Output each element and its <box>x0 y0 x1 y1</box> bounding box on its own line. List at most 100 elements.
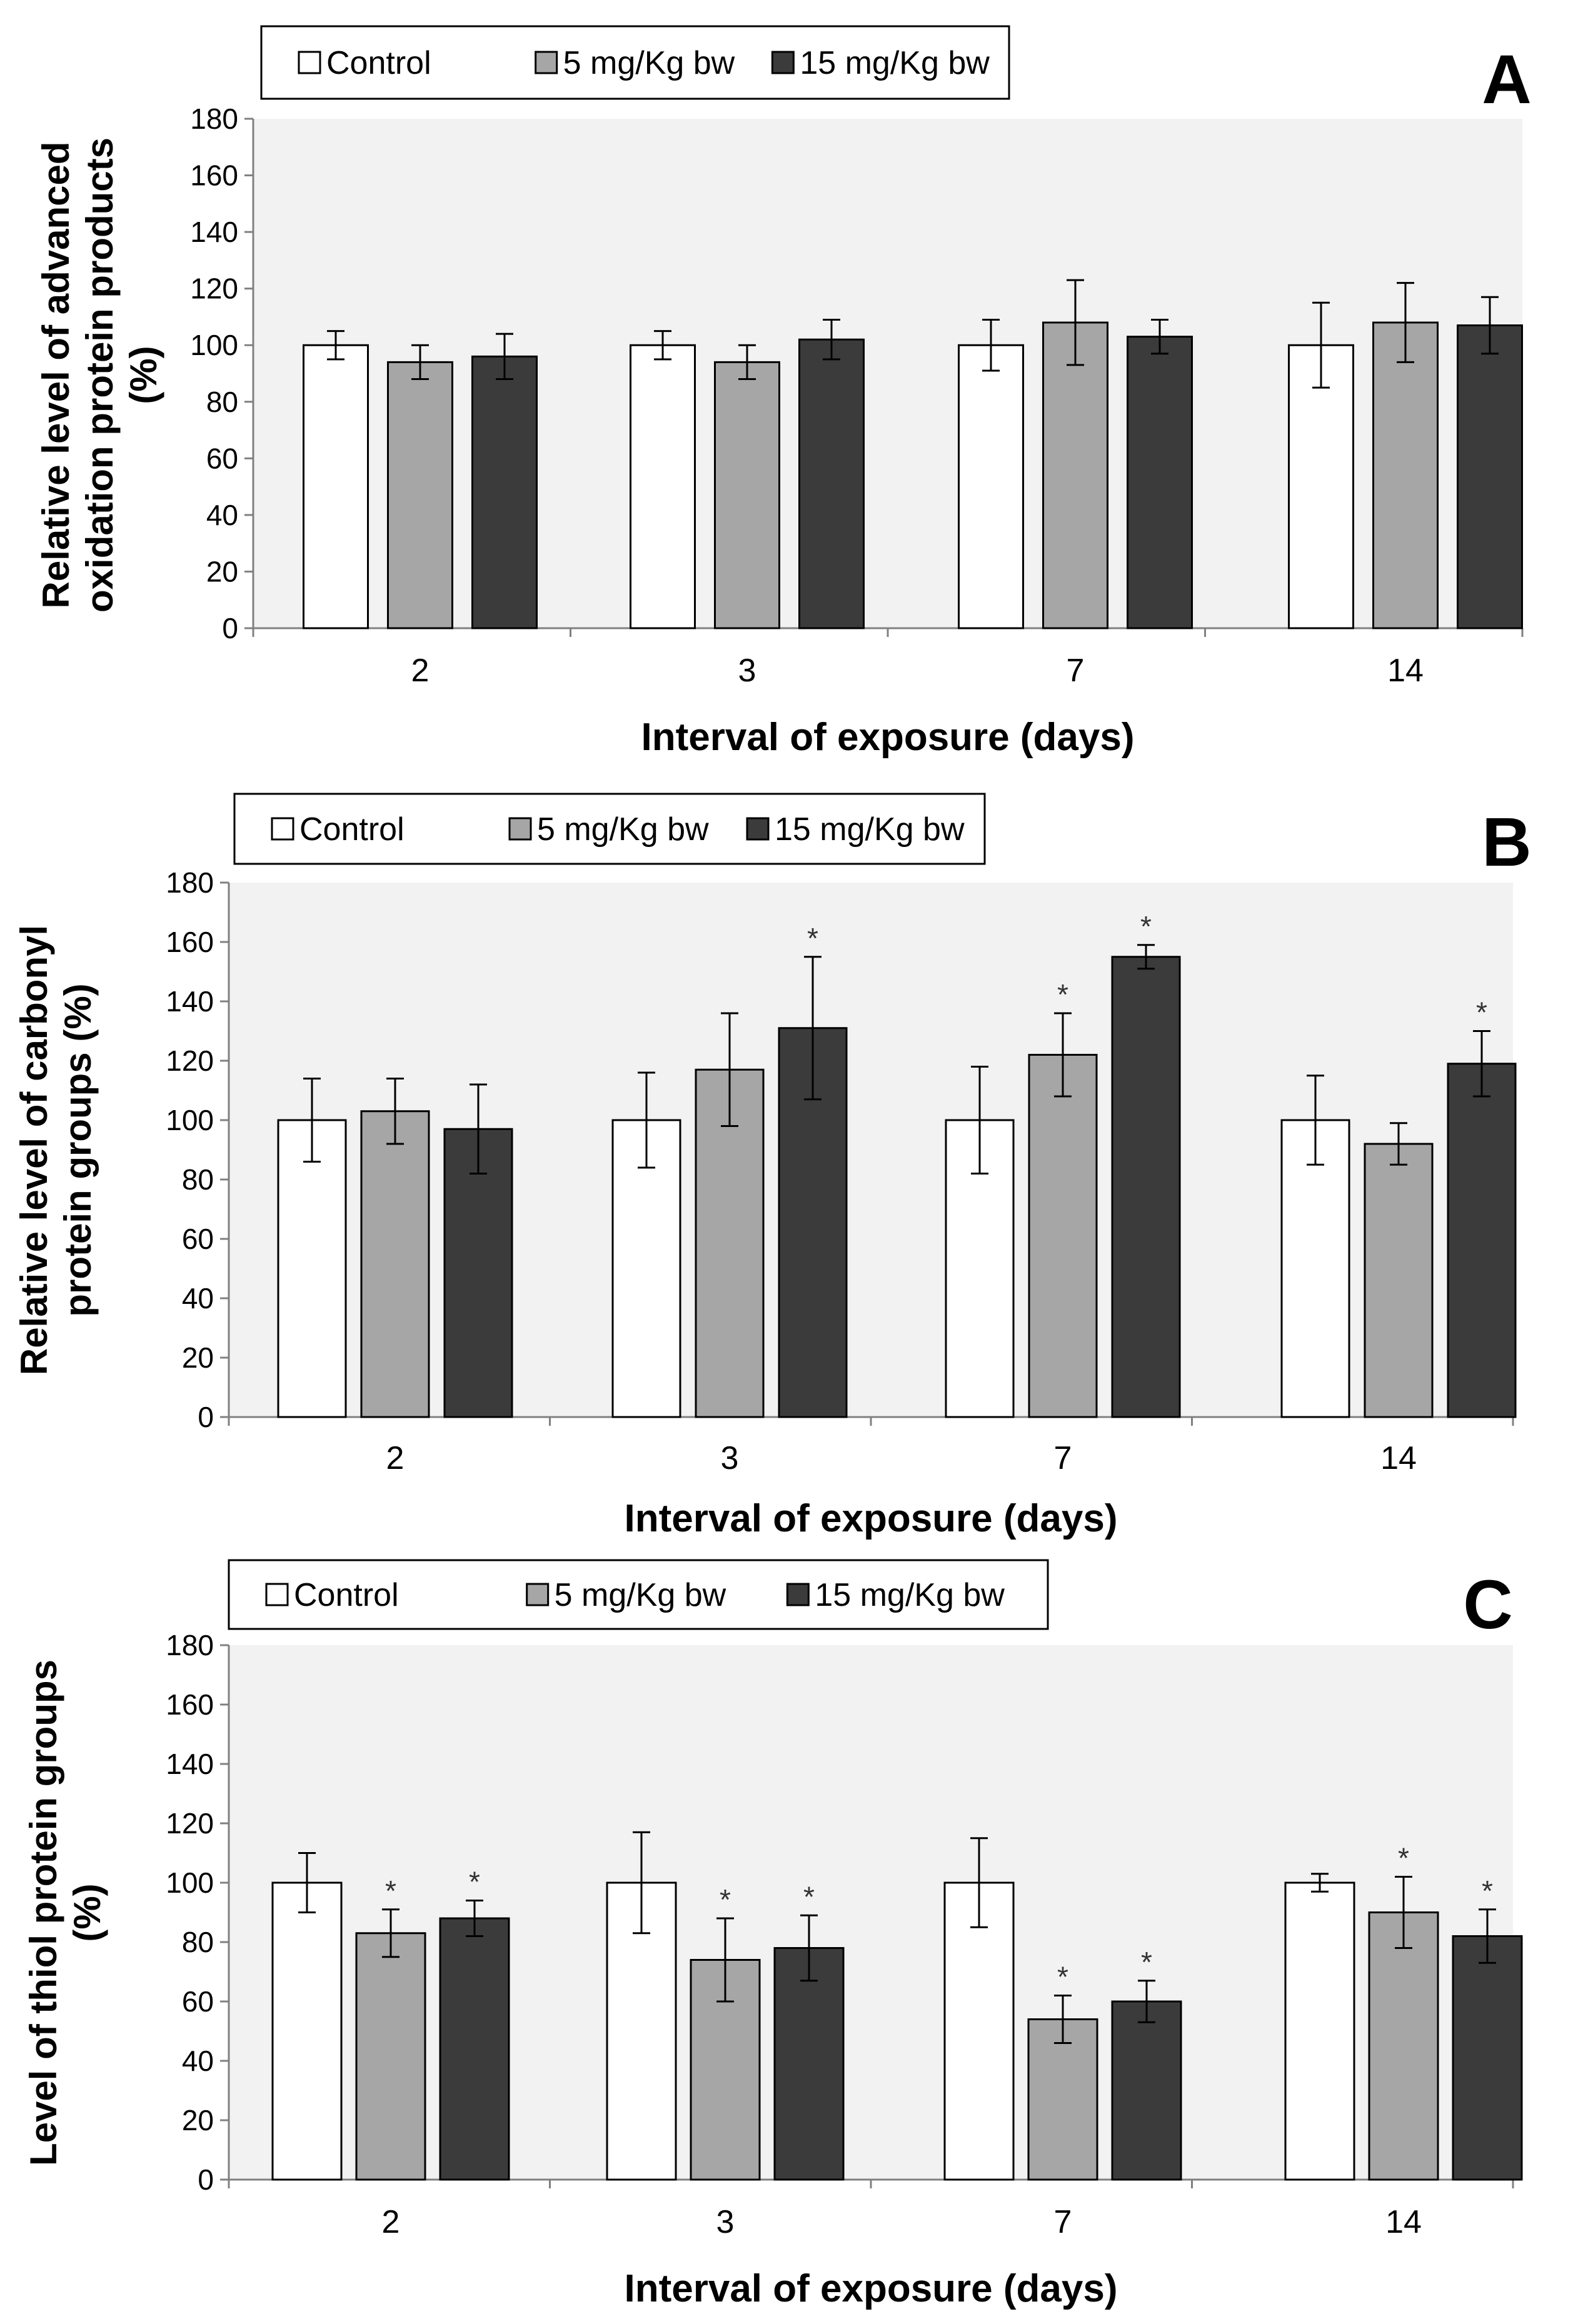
significance-marker: * <box>1398 1842 1409 1875</box>
significance-marker: * <box>803 1880 815 1913</box>
x-tick-label: 14 <box>1387 653 1424 689</box>
bar-5-mg-kg-bw-day-14 <box>1368 1911 1439 2181</box>
y-tick-label: 140 <box>166 1748 214 1780</box>
bar-control-day-2 <box>271 1881 343 2181</box>
bar-15-mg-kg-bw-day-14 <box>1447 1063 1517 1418</box>
bar-5-mg-kg-bw-day-3 <box>714 361 780 629</box>
y-tick-label: 40 <box>182 2045 214 2077</box>
legend-box <box>228 1559 1049 1630</box>
y-tick-label: 80 <box>182 1163 214 1196</box>
legend: Control 5 mg/Kg bw 15 mg/Kg bw <box>260 25 1010 100</box>
significance-marker: * <box>1141 1946 1152 1978</box>
legend-label: Control <box>299 811 405 848</box>
y-axis-title: Relative level of carbonyl <box>13 925 55 1375</box>
bar-5-mg-kg-bw-day-2 <box>355 1932 426 2181</box>
bar-5-mg-kg-bw-day-7 <box>1027 2018 1098 2181</box>
y-axis-title: (%) <box>66 1883 108 1941</box>
y-tick-label: 0 <box>198 1401 214 1433</box>
panel-label: B <box>1482 804 1531 881</box>
x-tick-label: 7 <box>1054 1440 1072 1476</box>
y-axis-title: Relative level of advanced <box>35 141 77 608</box>
significance-marker: * <box>385 1875 396 1907</box>
bar-control-day-7 <box>958 344 1024 629</box>
bar-15-mg-kg-bw-day-14 <box>1457 324 1523 629</box>
y-tick-label: 80 <box>206 386 238 418</box>
x-tick-label: 2 <box>386 1440 405 1476</box>
x-tick-label: 3 <box>738 653 756 689</box>
y-tick-label: 60 <box>182 1985 214 2018</box>
y-tick-label: 160 <box>190 159 238 192</box>
bar-15-mg-kg-bw-day-3 <box>773 1947 845 2181</box>
x-tick-label: 2 <box>382 2204 400 2240</box>
x-axis-title: Interval of exposure (days) <box>641 716 1134 759</box>
chart-panel-c: 0 20 40 60 80 100 120 140 160 180 * * 2 * * 3 * * 7 * * 14 Int… <box>23 1559 1523 2310</box>
x-tick-label: 2 <box>411 653 430 689</box>
y-tick-label: 140 <box>166 985 214 1018</box>
y-tick-label: 100 <box>166 1866 214 1899</box>
y-tick-label: 120 <box>190 273 238 305</box>
x-axis-title: Interval of exposure (days) <box>624 2267 1117 2310</box>
chart-panel-b: 0 20 40 60 80 100 120 140 160 180 2 * 3 * * 7 * 14 Interva… <box>13 793 1532 1540</box>
y-tick-label: 0 <box>198 2163 214 2196</box>
legend-label: 15 mg/Kg bw <box>775 811 965 848</box>
legend-label: 15 mg/Kg bw <box>800 45 990 81</box>
y-tick-label: 180 <box>166 1629 214 1661</box>
y-tick-label: 100 <box>190 329 238 361</box>
y-axis-title: Level of thiol protein groups <box>23 1660 64 2166</box>
legend-label: 5 mg/Kg bw <box>537 811 709 848</box>
y-tick-label: 40 <box>182 1282 214 1315</box>
significance-marker: * <box>1482 1875 1493 1907</box>
y-tick-label: 120 <box>166 1807 214 1840</box>
bar-control-day-7 <box>943 1881 1015 2181</box>
panel-label: A <box>1482 41 1531 118</box>
bar-15-mg-kg-bw-day-7 <box>1111 2000 1182 2181</box>
significance-marker: * <box>720 1883 731 1916</box>
significance-marker: * <box>1476 996 1487 1029</box>
legend-swatch <box>526 1583 550 1606</box>
bar-control-day-2 <box>277 1119 347 1418</box>
significance-marker: * <box>469 1866 480 1898</box>
significance-marker: * <box>1140 910 1152 943</box>
y-tick-label: 20 <box>206 555 238 588</box>
legend: Control 5 mg/Kg bw 15 mg/Kg bw <box>233 793 986 865</box>
legend-label: Control <box>326 45 431 81</box>
panel-label: C <box>1463 1566 1512 1643</box>
chart-panel-a: 0 20 40 60 80 100 120 140 160 180 2 3 7 14 Interval of… <box>35 25 1532 759</box>
legend-box <box>260 25 1010 100</box>
legend-box <box>233 793 986 865</box>
legend-label: 15 mg/Kg bw <box>815 1577 1005 1613</box>
legend-swatch <box>298 51 321 74</box>
x-tick-label: 7 <box>1067 653 1085 689</box>
bar-5-mg-kg-bw-day-2 <box>387 361 453 629</box>
y-axis-title: (%) <box>123 346 164 404</box>
y-tick-label: 180 <box>190 103 238 135</box>
y-tick-label: 140 <box>190 216 238 248</box>
bar-control-day-14 <box>1284 1881 1355 2181</box>
legend: Control 5 mg/Kg bw 15 mg/Kg bw <box>228 1559 1049 1630</box>
legend-swatch <box>508 817 532 841</box>
y-tick-label: 20 <box>182 1341 214 1374</box>
y-tick-label: 100 <box>166 1104 214 1136</box>
x-tick-label: 3 <box>716 2204 735 2240</box>
y-tick-label: 180 <box>166 866 214 899</box>
legend-label: Control <box>294 1577 399 1613</box>
legend-label: 5 mg/Kg bw <box>555 1577 726 1613</box>
bar-15-mg-kg-bw-day-2 <box>439 1917 510 2181</box>
y-tick-label: 0 <box>222 612 238 644</box>
y-axis-title: protein groups (%) <box>57 983 99 1316</box>
legend-swatch <box>786 1583 810 1606</box>
bar-control-day-3 <box>611 1119 681 1418</box>
significance-marker: * <box>807 922 818 954</box>
bar-5-mg-kg-bw-day-14 <box>1372 321 1439 629</box>
y-tick-label: 20 <box>182 2104 214 2136</box>
bar-5-mg-kg-bw-day-14 <box>1364 1143 1434 1418</box>
x-tick-label: 14 <box>1385 2204 1422 2240</box>
y-tick-label: 160 <box>166 926 214 958</box>
y-tick-label: 120 <box>166 1044 214 1077</box>
bar-5-mg-kg-bw-day-7 <box>1028 1054 1098 1418</box>
significance-marker: * <box>1057 1961 1068 1993</box>
legend-label: 5 mg/Kg bw <box>563 45 735 81</box>
legend-swatch <box>271 817 294 841</box>
significance-marker: * <box>1057 978 1068 1011</box>
